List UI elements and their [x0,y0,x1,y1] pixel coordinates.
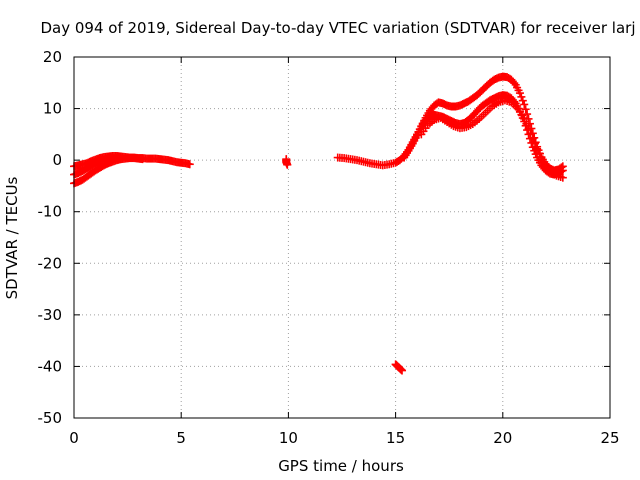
data-point [520,100,529,109]
data-point [112,154,121,163]
ticks-layer: 0 5 10 15 20 25 -50 -40 -30 -20 -10 0 10 20 [38,48,620,447]
data-point [185,160,194,169]
data-point [520,114,529,123]
y-tick-label: -10 [38,203,63,221]
data-point [535,149,544,158]
y-axis-title: SDTVAR / TECUs [3,176,21,299]
y-tick-label: 0 [52,151,62,169]
x-tick-label: 0 [69,429,79,447]
series-isolated [282,155,292,169]
data-point [526,129,535,138]
data-point [557,163,566,172]
x-tick-label: 5 [176,429,186,447]
x-tick-label: 15 [386,429,405,447]
data-point [523,110,532,119]
data-point [528,134,537,143]
y-tick-label: -40 [38,357,63,375]
series-track-f [417,96,567,182]
data-point [283,160,292,169]
data-point [398,366,407,375]
y-tick-label: 20 [43,48,62,66]
data-point [537,153,546,162]
y-tick-label: -20 [38,254,63,272]
data-point [558,162,567,171]
data-point [138,155,147,164]
data-point [517,92,526,101]
data-point [533,144,542,153]
x-tick-label: 10 [279,429,298,447]
x-tick-label: 25 [600,429,619,447]
y-tick-label: 10 [43,100,62,118]
data-point [522,119,531,128]
data-point [524,124,533,133]
marks-layer [70,72,567,375]
data-point [510,79,519,88]
data-point [521,105,530,114]
x-tick-label: 20 [493,429,512,447]
series-track-c [70,154,121,179]
data-point [515,89,524,98]
chart-title: Day 094 of 2019, Sidereal Day-to-day VTE… [41,19,636,37]
x-axis-title: GPS time / hours [278,457,404,475]
data-point [518,96,527,105]
plot-frame [73,56,611,419]
series-track-g [391,360,407,375]
grid-layer [74,57,610,418]
y-tick-label: -30 [38,306,63,324]
data-point [558,173,567,182]
y-tick-label: -50 [38,409,63,427]
data-point [530,139,539,148]
series-track-e [400,72,567,175]
